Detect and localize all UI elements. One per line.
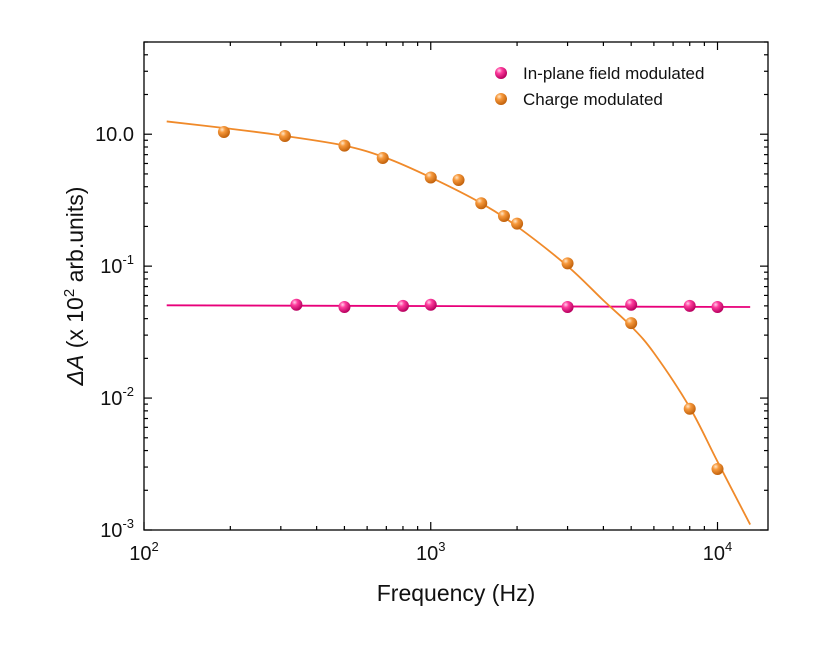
data-point-series-0 bbox=[683, 299, 696, 312]
y-tick-label: 10-3 bbox=[100, 516, 134, 542]
data-point-series-1 bbox=[278, 129, 291, 142]
legend-label-series-1: Charge modulated bbox=[523, 90, 663, 109]
x-tick-exp: 2 bbox=[152, 539, 159, 554]
x-tick-base: 10 bbox=[703, 543, 725, 565]
data-point-series-1 bbox=[711, 462, 724, 475]
y-axis-label-delta: ΔA bbox=[62, 355, 88, 387]
y-axis-label-exp: 2 bbox=[61, 289, 78, 297]
data-point-series-0 bbox=[290, 298, 303, 311]
data-point-series-0 bbox=[338, 301, 351, 314]
y-tick-base: 10 bbox=[95, 124, 117, 146]
data-point-series-0 bbox=[711, 301, 724, 314]
y-tick-base: 10 bbox=[100, 388, 122, 410]
data-point-series-1 bbox=[511, 217, 524, 230]
data-point-series-0 bbox=[561, 301, 574, 314]
data-point-series-1 bbox=[217, 125, 230, 138]
legend-label-series-0: In-plane field modulated bbox=[523, 64, 704, 83]
data-point-series-1 bbox=[497, 209, 510, 222]
data-point-series-1 bbox=[625, 317, 638, 330]
x-tick-exp: 4 bbox=[725, 539, 732, 554]
legend-marker-series-1 bbox=[495, 93, 507, 105]
y-tick-label: 10-1 bbox=[100, 252, 134, 278]
data-point-series-0 bbox=[396, 299, 409, 312]
data-point-series-1 bbox=[338, 139, 351, 152]
data-point-series-1 bbox=[683, 402, 696, 415]
plot-frame bbox=[143, 41, 769, 531]
y-tick-label: 10.0 bbox=[95, 124, 134, 146]
legend: In-plane field modulated Charge modulated bbox=[495, 64, 704, 109]
y-axis-label-rest: arb.units) bbox=[62, 187, 88, 289]
x-tick-base: 10 bbox=[129, 543, 151, 565]
data-point-series-1 bbox=[561, 257, 574, 270]
x-axis-label: Frequency (Hz) bbox=[377, 580, 535, 606]
x-tick-base: 10 bbox=[416, 543, 438, 565]
y-axis-label-open: (x 10 bbox=[62, 297, 88, 355]
legend-marker-series-0 bbox=[495, 67, 507, 79]
y-tick-suffix: .0 bbox=[117, 124, 134, 146]
data-point-series-1 bbox=[424, 171, 437, 184]
y-tick-exp: -3 bbox=[122, 516, 134, 531]
x-tick-label: 104 bbox=[703, 539, 732, 565]
y-tick-exp: -2 bbox=[122, 384, 134, 399]
data-point-series-1 bbox=[475, 197, 488, 210]
y-axis-label: ΔA (x 102 arb.units) bbox=[61, 187, 88, 387]
data-point-series-0 bbox=[625, 298, 638, 311]
x-tick-exp: 3 bbox=[438, 539, 445, 554]
y-tick-label: 10-2 bbox=[100, 384, 134, 410]
x-tick-label: 102 bbox=[129, 539, 158, 565]
data-point-series-1 bbox=[452, 173, 465, 186]
y-tick-base: 10 bbox=[100, 520, 122, 542]
data-points bbox=[217, 125, 724, 475]
data-point-series-1 bbox=[376, 152, 389, 165]
y-tick-exp: -1 bbox=[122, 252, 134, 267]
fit-line-series-0 bbox=[166, 304, 751, 308]
data-point-series-0 bbox=[424, 298, 437, 311]
x-tick-label: 103 bbox=[416, 539, 445, 565]
y-tick-base: 10 bbox=[100, 256, 122, 278]
